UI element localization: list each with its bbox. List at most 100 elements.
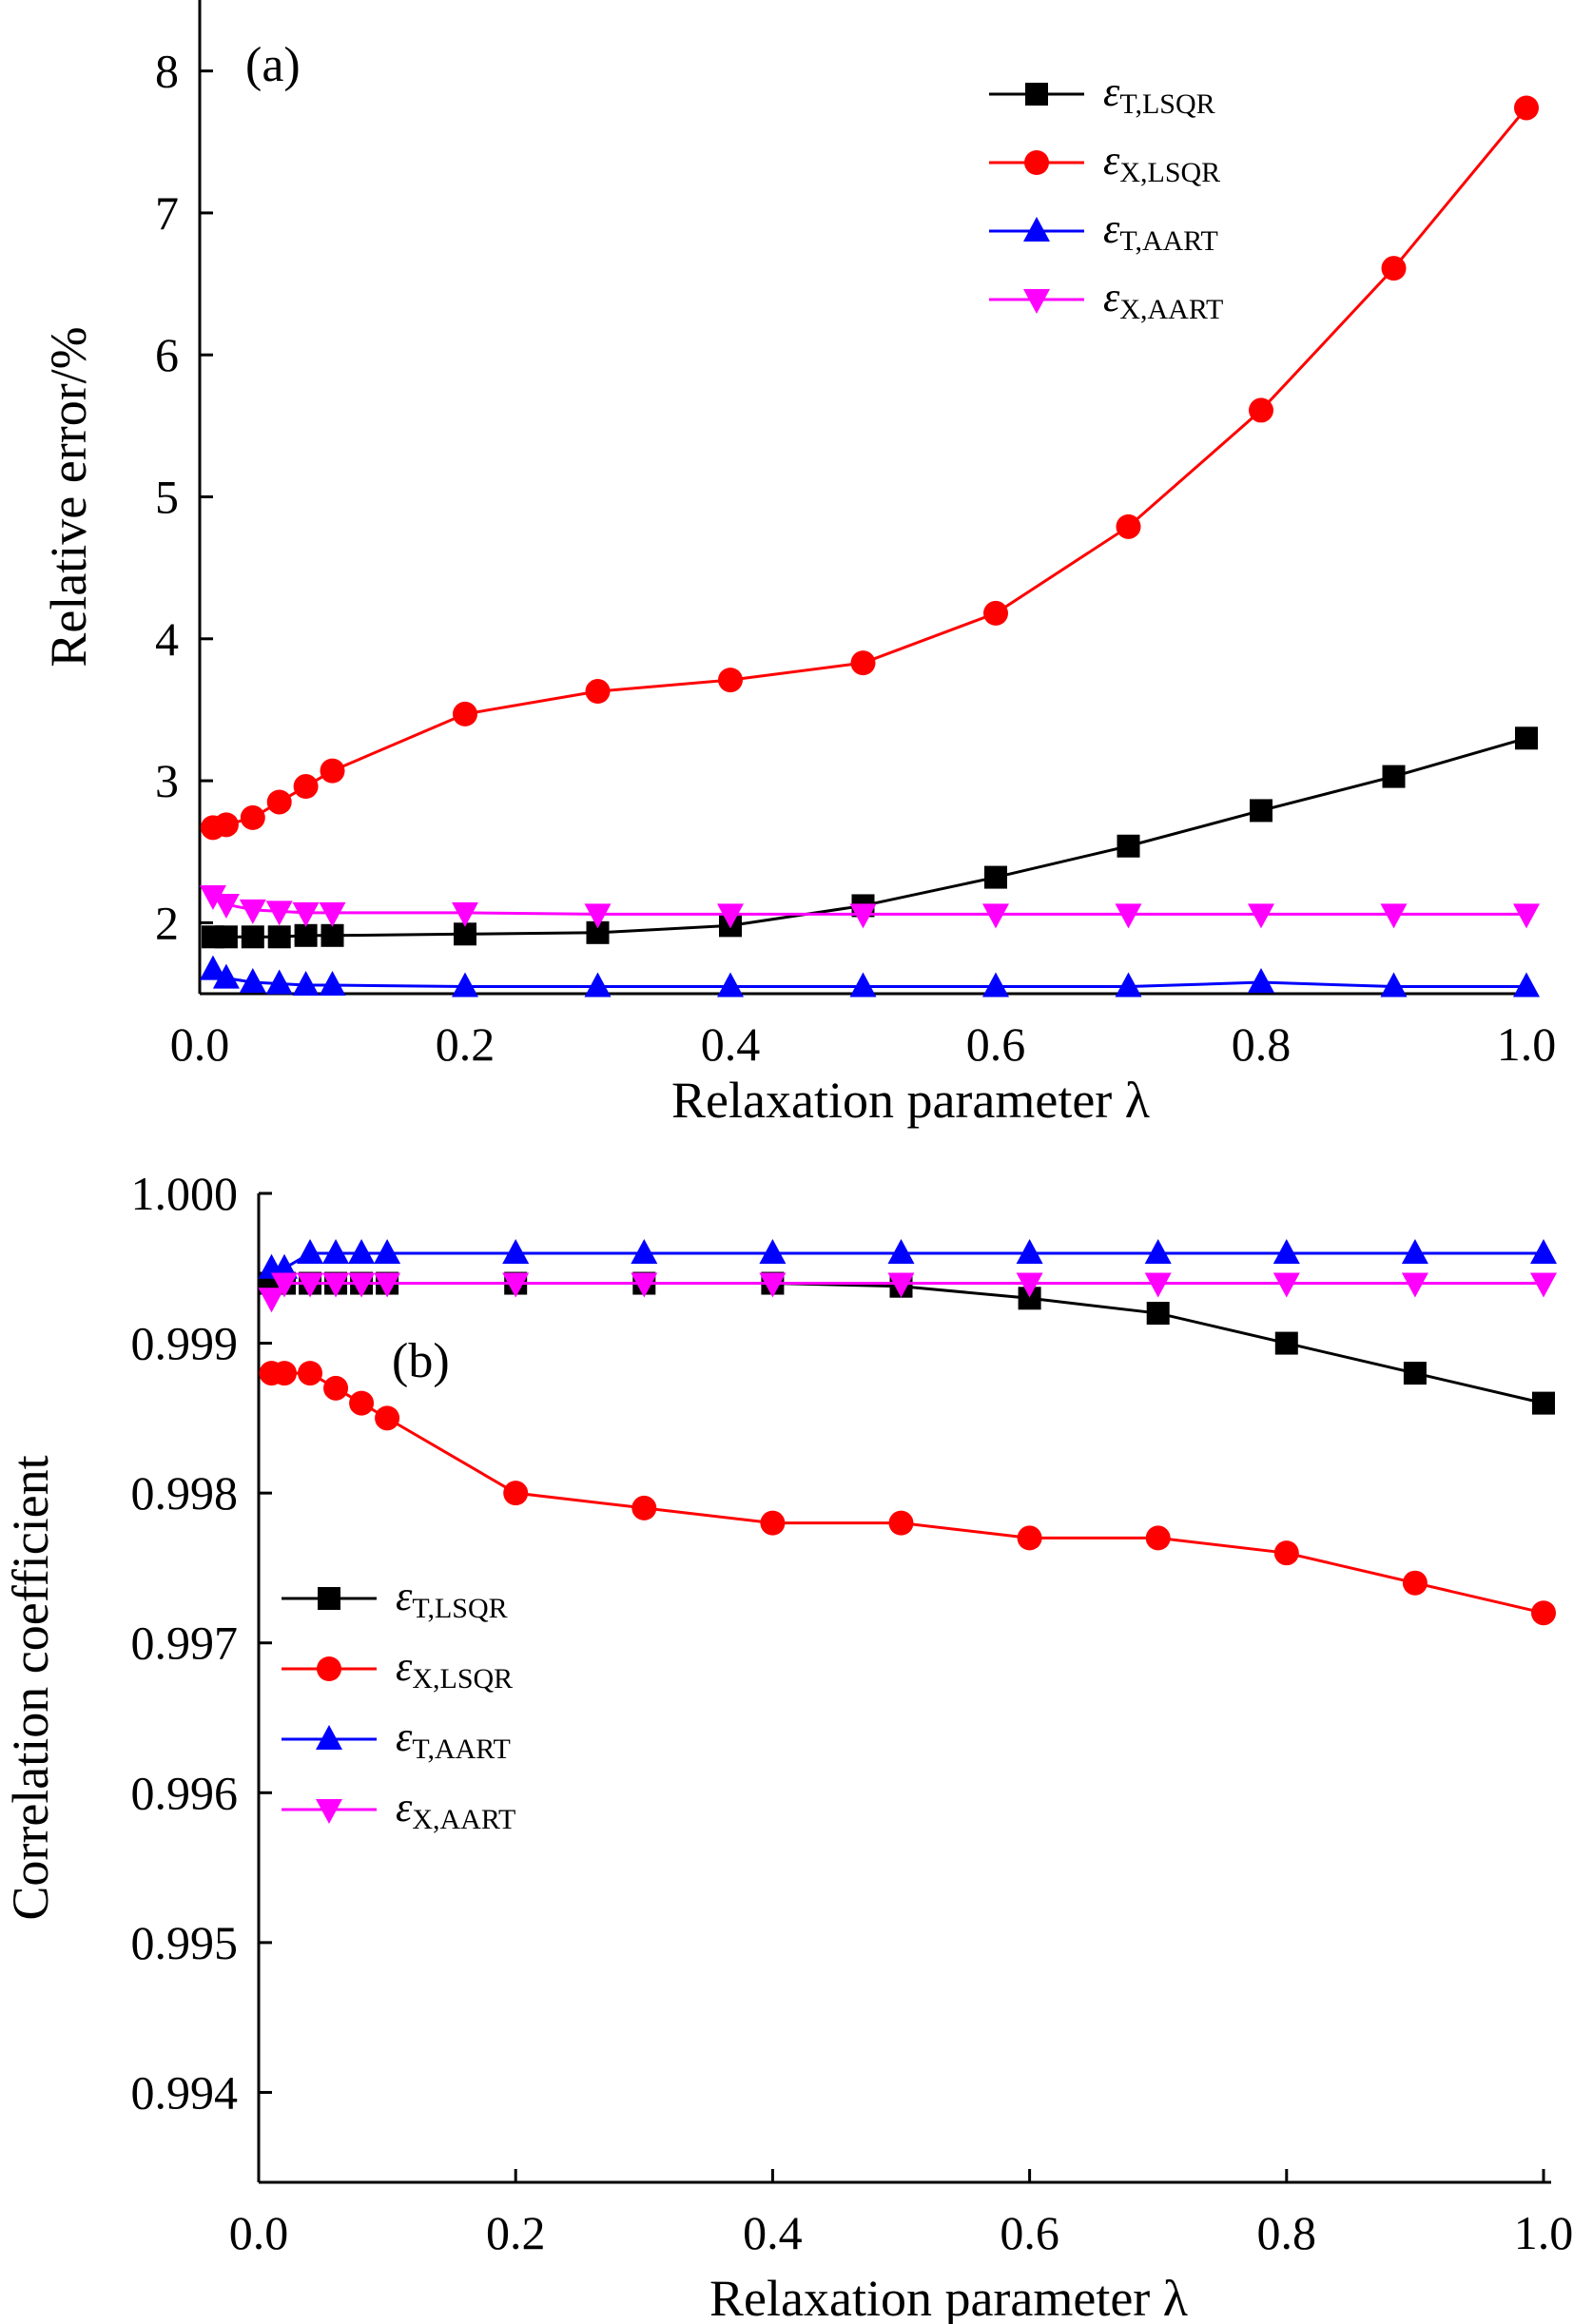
data-point [1530, 1272, 1557, 1298]
data-point [983, 600, 1008, 626]
panel-b-x-axis-title: Relaxation parameter λ [709, 2270, 1188, 2324]
panel-a-x-tick-label: 0.2 [436, 1017, 495, 1071]
data-point [759, 1272, 787, 1298]
data-point [1017, 1525, 1042, 1551]
panel-a-y-tick-label: 5 [155, 471, 179, 524]
panel-b-x-tick-label: 0.2 [486, 2206, 546, 2259]
data-point [240, 804, 265, 830]
data-point [452, 901, 478, 927]
panel-b-x-tick-label: 0.4 [743, 2206, 803, 2259]
legend-label: εT,LSQR [1103, 68, 1215, 120]
data-point [297, 1239, 324, 1265]
legend-marker [316, 1799, 342, 1824]
data-point [292, 971, 320, 997]
panel-b-y-tick-label: 1.000 [131, 1167, 239, 1220]
data-point [1514, 95, 1539, 121]
panel-b-series-x-lsqr [259, 1361, 1556, 1626]
data-point [849, 903, 877, 929]
data-point [1380, 903, 1408, 929]
data-point [502, 1239, 530, 1265]
data-point [258, 1288, 285, 1313]
data-point [298, 1361, 323, 1386]
panel-b-correlation-coefficient-chart: 0.0 0.2 0.4 0.6 0.8 1.0 0.994 0.995 0.996 0.997 0.… [2, 1167, 1573, 2324]
data-point [1403, 1362, 1427, 1385]
legend-label: εX,AART [396, 1784, 515, 1835]
legend-entry: εX,AART [282, 1784, 515, 1835]
legend-entry: εT,AART [989, 205, 1218, 257]
legend-marker [1023, 217, 1050, 242]
data-point [265, 969, 293, 995]
panel-a-y-tick-label: 8 [155, 45, 179, 98]
data-point [1380, 972, 1408, 997]
data-point [239, 968, 266, 994]
data-point [348, 1239, 376, 1265]
series-line [271, 1282, 1544, 1405]
legend-entry: εX,AART [989, 274, 1223, 325]
legend-marker [318, 1587, 340, 1610]
legend-label: εT,LSQR [396, 1573, 508, 1624]
data-point [1016, 1272, 1043, 1298]
series-line [212, 968, 1526, 989]
panel-a-series-x-lsqr [200, 95, 1539, 841]
legend-label: εX,LSQR [1103, 137, 1220, 188]
panel-b-y-tick-label: 0.997 [131, 1617, 239, 1670]
data-point [374, 1239, 401, 1265]
data-point [320, 758, 345, 784]
panel-a-series-x-aart [199, 884, 1540, 929]
data-point [1513, 903, 1540, 929]
data-point [887, 1272, 915, 1298]
data-point [717, 972, 744, 997]
data-point [1401, 1272, 1428, 1298]
data-point [759, 1239, 787, 1265]
data-point [717, 903, 744, 929]
panel-a-x-tick-label: 0.4 [701, 1017, 761, 1071]
data-point [213, 812, 239, 838]
legend-marker [1025, 83, 1048, 106]
panel-b-series-x-aart [258, 1272, 1557, 1313]
panel-b-y-tick-label: 0.994 [131, 2065, 239, 2119]
panel-b-legend: εT,LSQR εX,LSQR εT,AART εX,AART [282, 1573, 515, 1835]
panel-a-x-axis-title: Relaxation parameter λ [671, 1072, 1150, 1129]
data-point [266, 789, 292, 815]
data-point [1250, 799, 1272, 823]
data-point [452, 972, 478, 997]
panel-b-y-tick-label: 0.999 [131, 1317, 239, 1370]
data-point [323, 1375, 349, 1401]
data-point [212, 963, 240, 989]
data-point [199, 955, 226, 980]
data-point [292, 901, 320, 927]
panel-a-y-tick-label: 7 [155, 186, 179, 240]
legend-entry: εX,LSQR [989, 137, 1220, 188]
legend-marker [1024, 150, 1049, 175]
data-point [888, 1510, 914, 1536]
legend-entry: εT,AART [282, 1714, 511, 1765]
data-point [887, 1239, 915, 1265]
panel-a-series-t-lsqr [201, 726, 1538, 949]
legend-entry: εT,LSQR [282, 1573, 508, 1624]
legend-label: εX,AART [1103, 274, 1223, 325]
data-point [1530, 1239, 1557, 1265]
legend-label: εX,LSQR [396, 1643, 513, 1695]
data-point [348, 1272, 376, 1298]
data-point [1115, 972, 1142, 997]
data-point [1532, 1391, 1555, 1415]
legend-entry: εX,LSQR [282, 1643, 513, 1695]
data-point [1382, 765, 1406, 788]
data-point [271, 1253, 299, 1279]
panel-a-relative-error-chart: 0.0 0.2 0.4 0.6 0.8 1.0 2 3 4 5 6 7 8 Relaxation para… [40, 0, 1556, 1129]
data-point [322, 1239, 350, 1265]
data-point [503, 1481, 529, 1506]
data-point [1144, 1272, 1172, 1298]
data-point [1249, 397, 1273, 423]
data-point [1016, 1239, 1043, 1265]
panel-b-y-axis-title: Correlation coefficient [2, 1455, 59, 1920]
data-point [631, 1239, 658, 1265]
panel-b-tag: (b) [392, 1334, 450, 1388]
data-point [214, 925, 238, 949]
legend-label: εT,AART [396, 1714, 511, 1765]
panel-b-series-t-lsqr [260, 1271, 1555, 1415]
data-point [1145, 1525, 1171, 1551]
legend-label: εT,AART [1103, 205, 1218, 257]
data-point [584, 972, 612, 997]
data-point [1248, 903, 1274, 929]
